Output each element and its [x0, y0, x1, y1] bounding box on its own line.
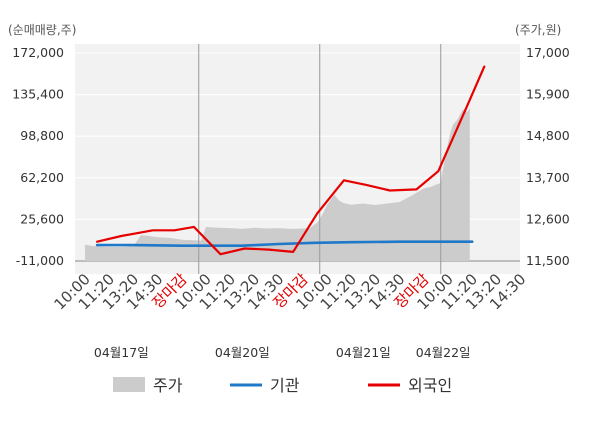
day-dividers: [198, 44, 442, 274]
legend-label: 주가: [153, 376, 183, 395]
date-label: 04월20일: [215, 345, 270, 360]
date-label: 04월21일: [336, 345, 391, 360]
legend-label: 기관: [270, 376, 300, 395]
x-axis-ticks: 10:0011:2013:2014:30장마감10:0011:2013:2014…: [51, 270, 530, 313]
series-line-foreign: [95, 65, 486, 256]
date-labels: 04월17일 04월20일 04월21일 04월22일: [94, 345, 471, 360]
right-axis-ticks: 17,000 15,900 14,800 13,700 12,600 11,500: [526, 45, 570, 268]
right-tick-label: 13,700: [526, 170, 570, 185]
legend-label: 외국인: [408, 376, 452, 395]
left-tick-label: 62,200: [20, 170, 64, 185]
right-tick-label: 11,500: [526, 253, 570, 268]
left-tick-label: 98,800: [20, 128, 64, 143]
right-tick-label: 14,800: [526, 128, 570, 143]
price-area: [85, 107, 470, 261]
left-axis-ticks: 172,000 135,400 98,800 62,200 25,600 -11,000: [12, 45, 64, 268]
right-axis-unit: (주가,원): [515, 23, 561, 37]
price-area-layer: [85, 107, 470, 261]
series-line-institution: [95, 240, 474, 247]
legend: 주가 기관 외국인: [113, 376, 452, 395]
left-tick-label: -11,000: [16, 253, 64, 268]
series-lines-layer: [95, 65, 486, 256]
left-tick-label: 25,600: [20, 211, 64, 226]
left-tick-label: 172,000: [12, 45, 64, 60]
right-tick-label: 15,900: [526, 87, 570, 102]
left-axis-unit: (순매매량,주): [8, 23, 76, 37]
left-tick-label: 135,400: [12, 87, 64, 102]
date-label: 04월17일: [94, 345, 149, 360]
right-tick-label: 17,000: [526, 45, 570, 60]
legend-swatch-price: [113, 377, 145, 392]
right-tick-label: 12,600: [526, 211, 570, 226]
date-label: 04월22일: [416, 345, 471, 360]
